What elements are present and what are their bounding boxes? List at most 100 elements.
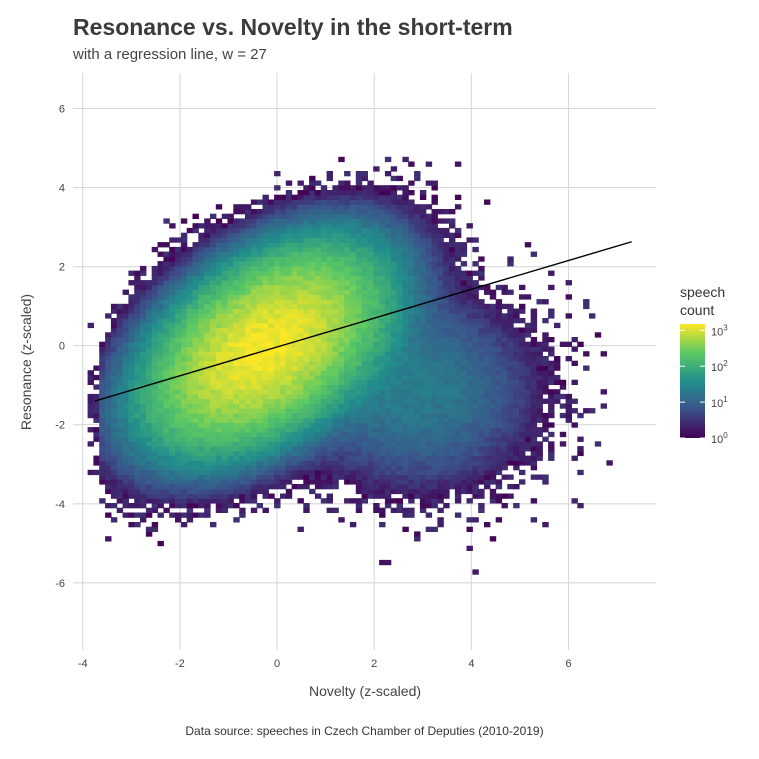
heatmap-cell [419,450,427,457]
heatmap-cell [425,370,433,376]
heatmap-cell [303,209,310,215]
heatmap-cell [303,237,310,243]
heatmap-cell [338,332,345,338]
heatmap-cell [431,341,438,347]
heatmap-cell [280,365,287,371]
heatmap-cell [437,393,444,400]
heatmap-cell [180,427,188,433]
heatmap-cell [151,308,159,314]
heatmap-cell [396,294,403,300]
heatmap-cell [390,303,398,310]
heatmap-cell [239,455,246,461]
heatmap-cell [361,199,368,205]
heatmap-cell [245,379,252,385]
heatmap-cell [495,422,503,428]
heatmap-cell [145,294,153,300]
heatmap-cell [384,242,392,248]
heatmap-cell [454,275,462,281]
heatmap-cell [437,455,444,461]
heatmap-cell [140,356,147,362]
y-tick-label: 2 [59,262,65,274]
heatmap-cell [268,436,275,442]
heatmap-cell [320,332,328,338]
heatmap-cell [268,422,275,428]
heatmap-cell [262,446,269,452]
heatmap-cell [215,308,223,314]
heatmap-cell [507,327,514,333]
heatmap-cell [180,294,188,300]
heatmap-cell [524,346,532,352]
heatmap-cell [186,384,194,390]
heatmap-cell [472,370,479,376]
heatmap-cell [373,261,380,267]
heatmap-cell [414,171,421,177]
heatmap-cell [239,246,246,253]
heatmap-cell [396,275,403,281]
heatmap-cell [297,218,304,224]
heatmap-cell [233,389,240,395]
heatmap-cell [484,327,491,333]
heatmap-cell [449,318,456,324]
heatmap-cell [478,299,485,305]
heatmap-cell [122,332,129,338]
heatmap-cell [303,289,310,295]
heatmap-cell [414,322,421,329]
heatmap-cell [192,493,199,499]
heatmap-cell [233,465,240,471]
heatmap-cell [443,289,450,295]
heatmap-cell [110,460,118,466]
heatmap-cell [466,474,473,480]
heatmap-cell [116,484,124,490]
heatmap-cell [379,237,386,243]
heatmap-cell [361,227,368,234]
x-tick-label: 4 [468,658,474,670]
heatmap-cell [285,393,293,400]
heatmap-cell [513,370,520,376]
heatmap-cell [204,308,211,314]
heatmap-cell [256,261,263,267]
heatmap-cell [151,332,159,338]
heatmap-cell [326,251,333,257]
heatmap-cell [338,365,345,371]
heatmap-cell [268,327,275,333]
heatmap-cell [414,275,421,281]
heatmap-cell [227,327,234,333]
heatmap-cell [314,446,322,452]
heatmap-cell [437,427,444,433]
heatmap-cell [373,389,380,395]
heatmap-cell [110,484,118,490]
heatmap-cell [507,436,514,442]
heatmap-cell [192,393,199,400]
heatmap-cell [332,469,339,476]
heatmap-cell [379,256,386,262]
heatmap-cell [221,270,229,276]
heatmap-cell [338,356,345,362]
heatmap-cell [373,469,380,476]
heatmap-cell [204,251,211,257]
heatmap-cell [245,460,252,466]
heatmap-cell [530,393,538,400]
heatmap-cell [239,318,246,324]
heatmap-cell [122,384,129,390]
heatmap-cell [454,351,462,357]
heatmap-cell [128,408,135,414]
heatmap-cell [239,474,246,480]
heatmap-cell [250,417,258,423]
heatmap-cell [192,431,199,438]
heatmap-cell [344,261,351,267]
heatmap-cell [513,318,520,324]
heatmap-cell [151,299,159,305]
heatmap-cell [314,379,322,385]
heatmap-cell [320,308,328,314]
heatmap-cell [163,465,170,471]
heatmap-cell [414,479,421,485]
heatmap-cell [349,332,357,338]
heatmap-cell [361,412,368,419]
heatmap-cell [192,265,199,272]
heatmap-cell [169,327,176,333]
heatmap-cell [180,465,188,471]
heatmap-cell [128,493,135,499]
heatmap-cell [495,484,503,490]
heatmap-cell [402,275,409,281]
heatmap-cell [215,232,223,238]
